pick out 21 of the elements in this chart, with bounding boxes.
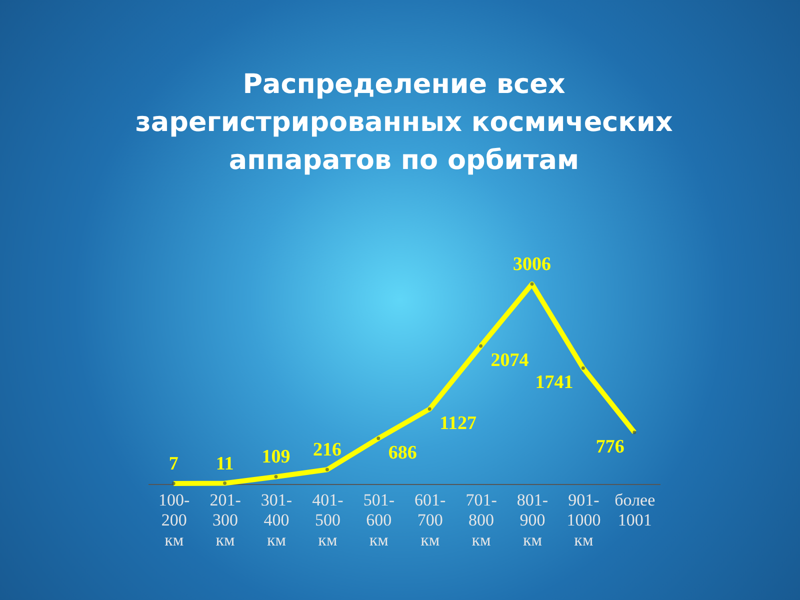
data-label: 11 [216, 453, 234, 474]
data-label: 109 [262, 446, 290, 468]
x-tick-label: 901- 1000 км [566, 490, 601, 550]
data-label: 2074 [490, 350, 530, 372]
x-tick-label: более 1001 [614, 490, 656, 530]
x-tick-label: 401- 500 км [312, 490, 344, 550]
data-label: 216 [312, 440, 342, 461]
data-label: 1127 [440, 413, 478, 434]
x-tick-label: 201- 300 км [210, 490, 242, 550]
data-label: 1741 [535, 372, 574, 394]
data-label: 776 [596, 436, 624, 458]
x-tick-label: 601- 700 км [414, 490, 446, 550]
data-label: 3006 [513, 254, 551, 275]
x-tick-label: 801- 900 км [516, 490, 548, 550]
data-label: 7 [168, 454, 179, 475]
chart-title: Распределение всех зарегистрированных космических аппаратов по орбитам [135, 69, 673, 176]
x-tick-label: 501- 600 км [363, 490, 395, 550]
x-tick-label: 701- 800 км [466, 490, 498, 550]
x-tick-label: 301- 400 км [260, 490, 292, 550]
x-tick-label: 100- 200 км [158, 490, 190, 550]
data-label: 686 [388, 442, 417, 464]
